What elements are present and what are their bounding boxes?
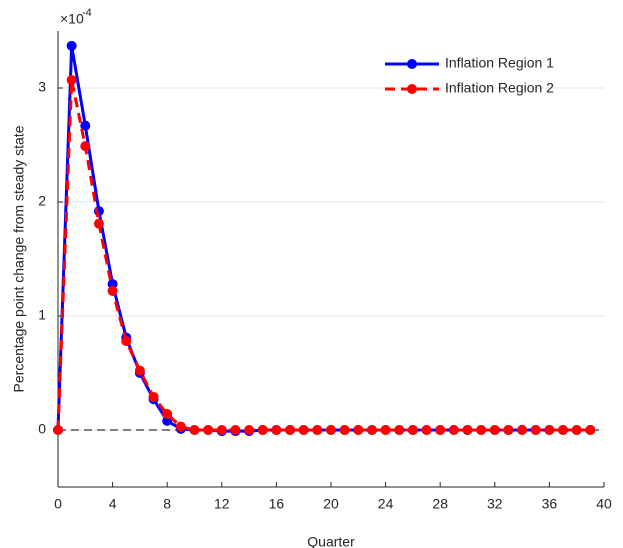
x-tick-label: 4 <box>109 496 117 512</box>
marker <box>571 425 582 435</box>
marker <box>93 218 104 229</box>
marker <box>107 285 118 296</box>
marker <box>134 365 145 376</box>
legend-marker <box>407 84 417 94</box>
legend-label: Inflation Region 2 <box>445 80 554 96</box>
legend-marker <box>407 59 417 69</box>
marker <box>175 421 186 432</box>
marker <box>285 425 296 435</box>
x-tick-label: 16 <box>269 496 285 512</box>
marker <box>80 120 91 131</box>
x-tick-label: 0 <box>54 496 62 512</box>
marker <box>107 279 118 290</box>
marker <box>230 425 241 435</box>
y-tick-label: 0 <box>38 421 46 437</box>
marker <box>326 425 336 435</box>
marker <box>148 391 159 402</box>
y-exponent-base: ×10 <box>60 11 84 27</box>
x-tick-label: 8 <box>163 496 171 512</box>
marker <box>489 425 500 435</box>
x-tick-label: 28 <box>432 496 448 512</box>
x-tick-label: 12 <box>214 496 230 512</box>
marker <box>312 425 323 435</box>
marker <box>407 425 418 435</box>
marker <box>476 425 487 435</box>
marker <box>189 425 200 435</box>
marker <box>66 75 77 86</box>
marker <box>544 425 555 435</box>
marker <box>448 425 459 435</box>
y-tick-label: 2 <box>38 193 46 209</box>
marker <box>517 425 528 435</box>
marker <box>339 425 350 435</box>
x-tick-label: 32 <box>487 496 503 512</box>
marker <box>271 425 282 435</box>
marker <box>503 425 514 435</box>
marker <box>80 141 91 152</box>
marker <box>66 40 77 51</box>
marker <box>121 336 132 347</box>
marker <box>380 425 391 435</box>
x-tick-label: 24 <box>378 496 394 512</box>
series-line <box>56 79 591 432</box>
marker <box>421 425 432 435</box>
marker <box>53 425 63 435</box>
marker <box>203 425 214 435</box>
marker <box>366 425 377 435</box>
marker <box>216 425 227 435</box>
marker <box>162 415 173 426</box>
y-tick-label: 1 <box>38 307 46 323</box>
marker <box>530 425 541 435</box>
marker <box>244 425 255 435</box>
x-tick-label: 36 <box>542 496 558 512</box>
y-tick-label: 3 <box>38 79 46 95</box>
marker <box>435 425 446 435</box>
x-axis-label: Quarter <box>307 534 355 548</box>
x-tick-label: 40 <box>596 496 612 512</box>
marker <box>257 425 268 435</box>
legend-label: Inflation Region 1 <box>445 55 554 71</box>
x-tick-label: 20 <box>323 496 339 512</box>
marker <box>353 425 364 435</box>
marker <box>162 409 173 420</box>
marker <box>558 425 569 435</box>
marker <box>462 425 473 435</box>
marker <box>585 425 596 435</box>
y-axis-label: Percentage point change from steady stat… <box>11 125 27 392</box>
marker <box>298 425 309 435</box>
y-exponent-power: -4 <box>82 7 92 19</box>
marker <box>394 425 405 435</box>
